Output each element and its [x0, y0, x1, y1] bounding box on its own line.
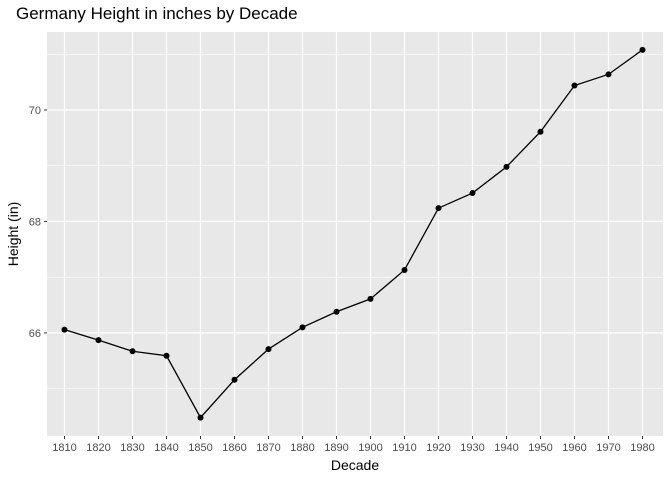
data-point [367, 295, 374, 302]
data-point [605, 71, 612, 78]
x-tick-label: 1830 [120, 442, 144, 454]
data-points [61, 46, 646, 421]
data-point [537, 128, 544, 135]
data-point [503, 163, 510, 170]
y-axis-title: Height (in) [5, 202, 21, 267]
x-tick-label: 1840 [154, 442, 178, 454]
axis-ticks [44, 109, 643, 439]
data-point [61, 326, 68, 333]
x-tick-label: 1910 [392, 442, 416, 454]
data-point [333, 308, 340, 315]
data-point [95, 337, 102, 344]
data-point [129, 348, 136, 355]
data-point [299, 324, 306, 331]
data-point [435, 205, 442, 212]
x-tick-label: 1920 [426, 442, 450, 454]
data-point [265, 346, 272, 353]
x-tick-label: 1940 [494, 442, 518, 454]
y-tick-labels: 66 68 70 [29, 105, 41, 340]
x-tick-label: 1810 [52, 442, 76, 454]
series-line [64, 49, 643, 419]
major-gridlines [47, 32, 663, 436]
data-point [401, 266, 408, 273]
x-tick-label: 1930 [460, 442, 484, 454]
x-tick-label: 1890 [324, 442, 348, 454]
data-point [197, 414, 204, 421]
x-tick-label: 1820 [86, 442, 110, 454]
plot-panel [47, 32, 663, 436]
x-tick-label: 1870 [256, 442, 280, 454]
y-tick-label: 70 [29, 105, 41, 117]
x-tick-label: 1970 [596, 442, 620, 454]
x-tick-label: 1960 [562, 442, 586, 454]
x-tick-label: 1900 [358, 442, 382, 454]
x-axis-title: Decade [331, 457, 379, 473]
x-tick-label: 1950 [528, 442, 552, 454]
x-tick-label: 1860 [222, 442, 246, 454]
data-point [231, 376, 238, 383]
x-tick-label: 1880 [290, 442, 314, 454]
y-tick-label: 68 [29, 216, 41, 228]
chart-title: Germany Height in inches by Decade [16, 4, 298, 23]
minor-gridlines [47, 53, 663, 389]
data-point [163, 352, 170, 359]
x-tick-label: 1850 [188, 442, 212, 454]
x-tick-labels: 1810 1820 1830 1840 1850 1860 1870 1880 1890 1900… [52, 442, 654, 454]
data-point [571, 82, 578, 89]
data-point [469, 190, 476, 197]
data-point [639, 46, 646, 53]
y-tick-label: 66 [29, 328, 41, 340]
x-tick-label: 1980 [630, 442, 654, 454]
